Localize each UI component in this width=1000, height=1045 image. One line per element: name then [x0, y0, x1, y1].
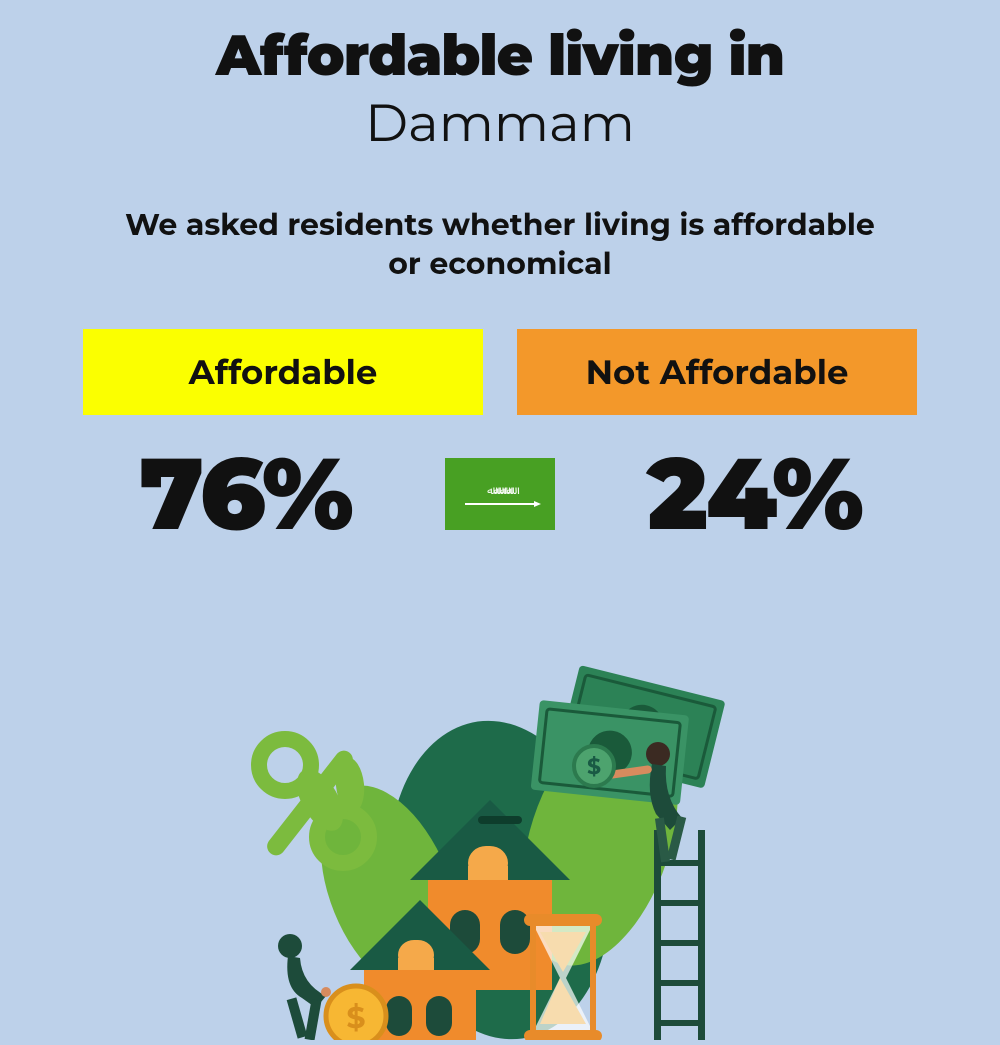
- title-line-1: Affordable living in: [0, 22, 1000, 90]
- options-row: Affordable Not Affordable: [0, 329, 1000, 415]
- svg-text:$: $: [587, 753, 601, 780]
- savings-illustration: $ $: [220, 640, 780, 1040]
- svg-text:$: $: [346, 999, 365, 1036]
- percent-row: 76% ﷲﷲﷲﷲ 24%: [0, 433, 1000, 555]
- subtitle: We asked residents whether living is aff…: [0, 205, 1000, 283]
- percent-affordable: 76%: [80, 433, 411, 555]
- flag-sword-icon: [465, 503, 535, 505]
- title-line-2: Dammam: [0, 92, 1000, 155]
- option-affordable-box: Affordable: [83, 329, 483, 415]
- saudi-flag-icon: ﷲﷲﷲﷲ: [445, 458, 555, 530]
- flag-script-icon: ﷲﷲﷲﷲ: [487, 483, 513, 497]
- percent-not-affordable: 24%: [589, 433, 920, 555]
- title-block: Affordable living in Dammam: [0, 0, 1000, 155]
- option-not-affordable-box: Not Affordable: [517, 329, 917, 415]
